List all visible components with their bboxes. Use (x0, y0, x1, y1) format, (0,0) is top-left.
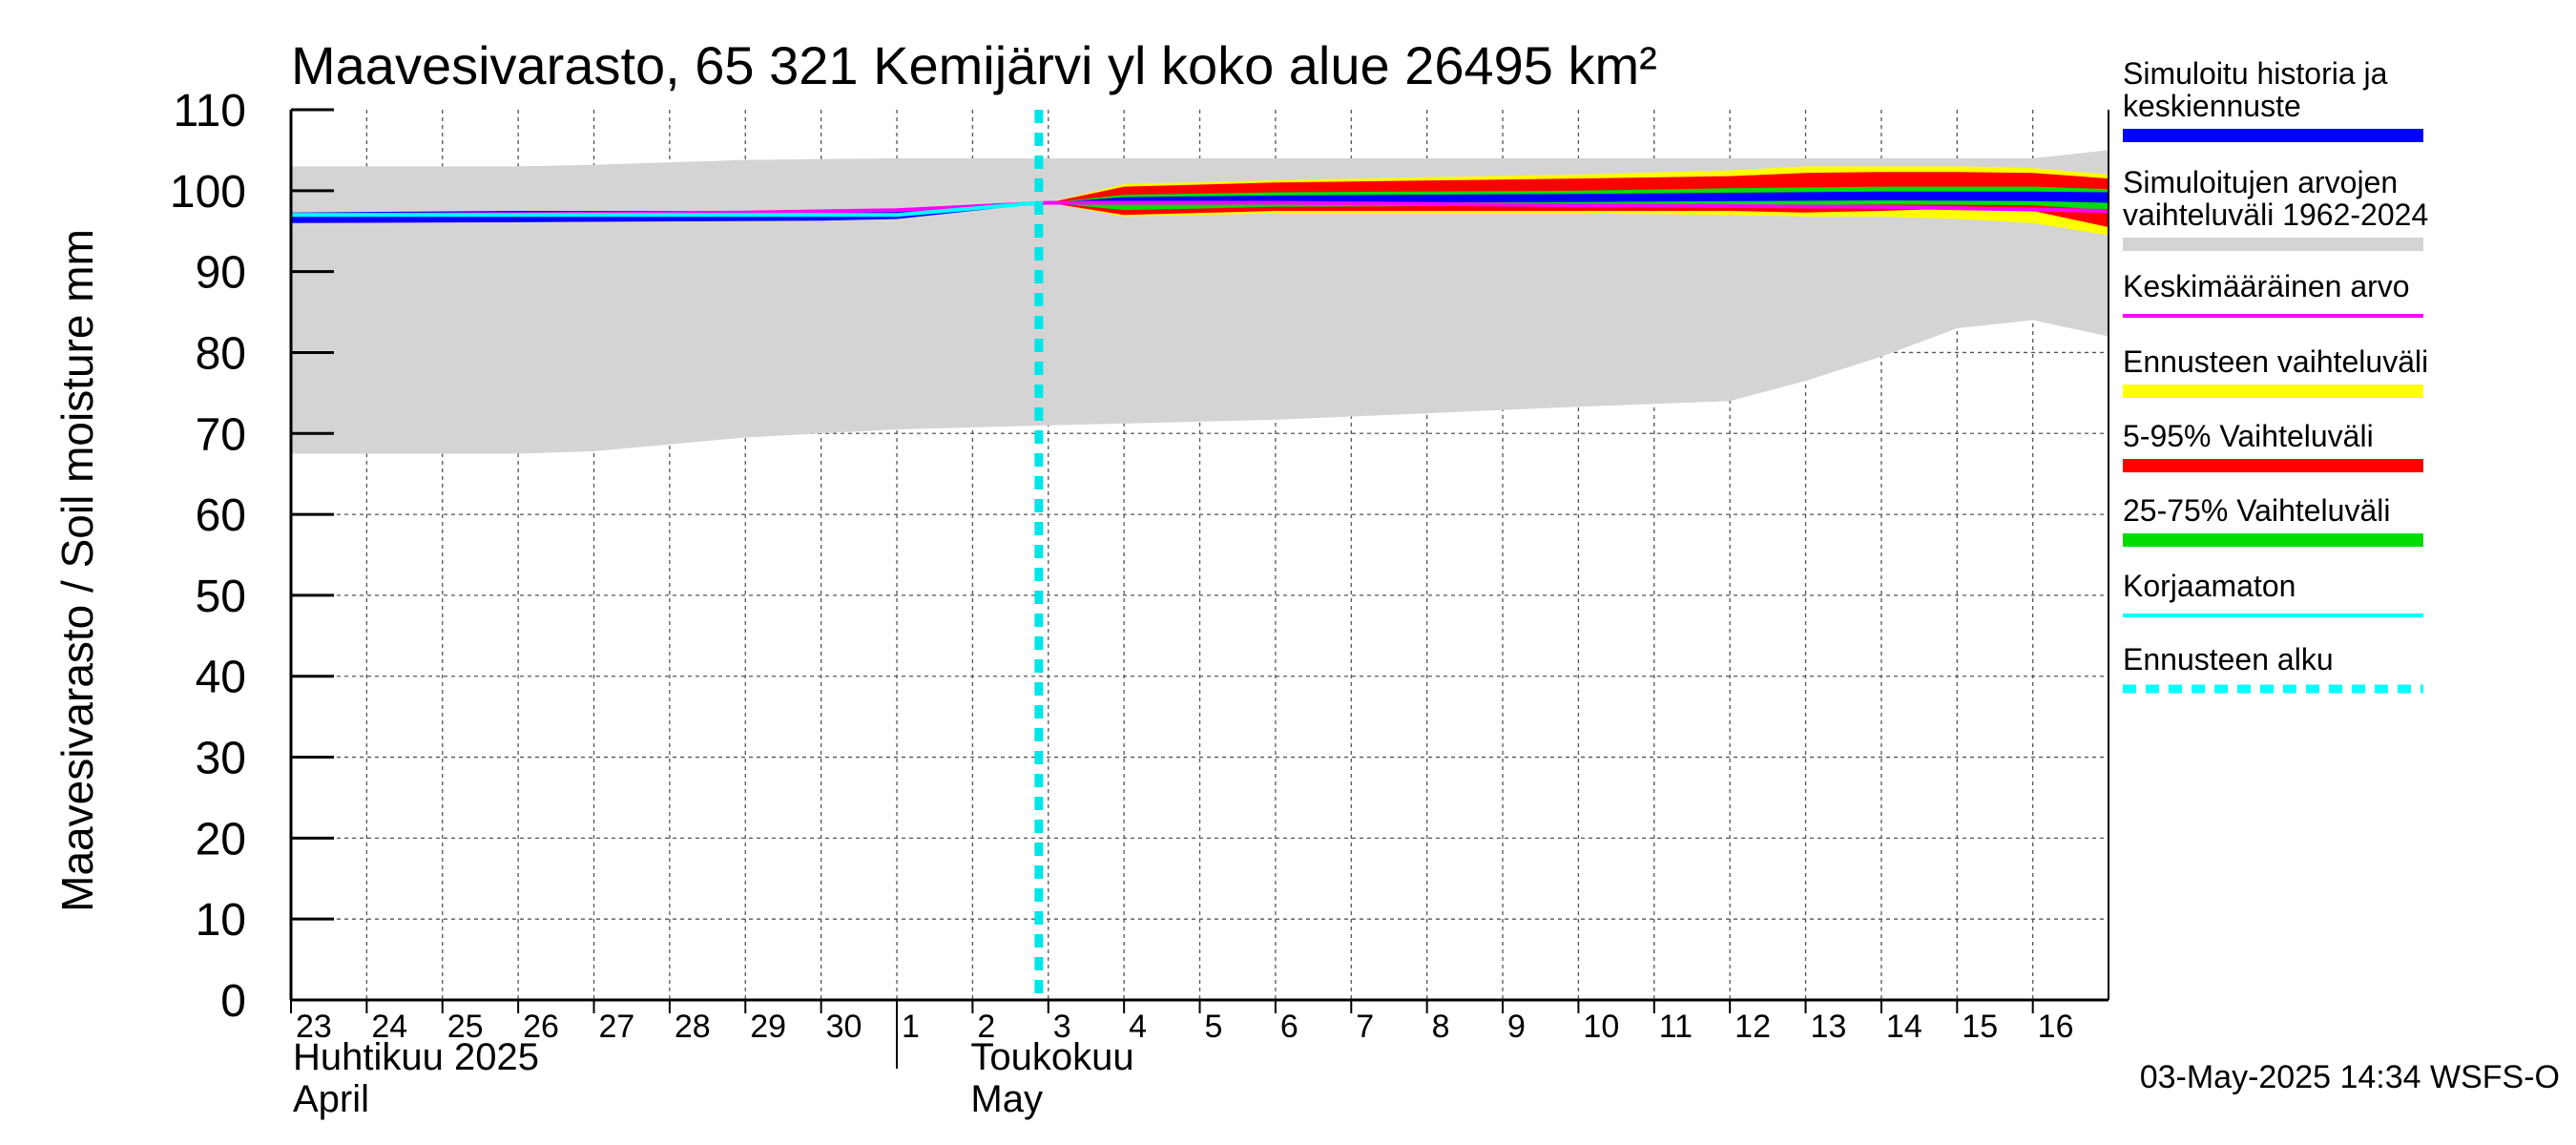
x-tick-label: 4 (1129, 1009, 1147, 1045)
month-label-en: April (293, 1078, 369, 1120)
x-tick-label: 25 (447, 1009, 484, 1045)
legend-label: Keskimääräinen arvo (2123, 269, 2410, 303)
y-tick-label: 90 (196, 248, 246, 299)
x-tick-label: 15 (1962, 1009, 1998, 1045)
month-label-en: May (970, 1078, 1043, 1120)
chart-title: Maavesivarasto, 65 321 Kemijärvi yl koko… (291, 35, 1657, 95)
x-tick-label: 28 (675, 1009, 711, 1045)
x-tick-label: 26 (523, 1009, 559, 1045)
x-tick-label: 24 (371, 1009, 407, 1045)
legend-label: 25-75% Vaihteluväli (2123, 493, 2390, 528)
x-tick-label: 12 (1735, 1009, 1771, 1045)
month-label-fi: Huhtikuu 2025 (293, 1036, 539, 1078)
legend-item: Keskimääräinen arvo (2123, 269, 2423, 318)
band-simuloitujen-arvojen-vaihteluv-li-1962-2024 (291, 150, 2109, 454)
y-tick-label: 70 (196, 409, 246, 460)
month-label-fi: Toukokuu (970, 1036, 1133, 1078)
x-tick-label: 29 (750, 1009, 786, 1045)
x-tick-label: 9 (1507, 1009, 1526, 1045)
legend-label: keskiennuste (2123, 89, 2301, 123)
x-tick-label: 11 (1659, 1009, 1693, 1045)
x-tick-label: 23 (296, 1009, 332, 1045)
legend-item: Korjaamaton (2123, 569, 2423, 617)
legend-label: 5-95% Vaihteluväli (2123, 419, 2374, 453)
y-tick-label: 60 (196, 490, 246, 541)
legend: Simuloitu historia jakeskiennusteSimuloi… (2123, 56, 2428, 694)
legend-label: Korjaamaton (2123, 569, 2296, 603)
x-tick-label: 3 (1053, 1009, 1071, 1045)
y-tick-label: 100 (170, 167, 246, 218)
y-tick-label: 50 (196, 572, 246, 622)
x-tick-label: 6 (1280, 1009, 1298, 1045)
x-tick-label: 1 (902, 1009, 920, 1045)
legend-label: Ennusteen vaihteluväli (2123, 344, 2428, 379)
y-tick-label: 40 (196, 653, 246, 703)
x-tick-label: 2 (977, 1009, 995, 1045)
legend-label: vaihteluväli 1962-2024 (2123, 198, 2428, 232)
x-tick-label: 10 (1583, 1009, 1619, 1045)
x-tick-label: 7 (1356, 1009, 1374, 1045)
x-tick-label: 5 (1205, 1009, 1223, 1045)
legend-item: 5-95% Vaihteluväli (2123, 419, 2423, 472)
legend-label: Simuloitujen arvojen (2123, 165, 2398, 199)
y-tick-label: 20 (196, 814, 246, 864)
y-axis-label: Maavesivarasto / Soil moisture mm (52, 229, 102, 912)
line-korjaamaton (291, 200, 1040, 218)
x-tick-label: 27 (599, 1009, 635, 1045)
x-tick-label: 8 (1432, 1009, 1450, 1045)
y-tick-label: 0 (220, 976, 246, 1027)
x-tick-label: 14 (1886, 1009, 1922, 1045)
x-tick-label: 16 (2038, 1009, 2074, 1045)
plot-area (290, 110, 2109, 1000)
legend-label: Simuloitu historia ja (2123, 56, 2388, 91)
y-tick-label: 80 (196, 328, 246, 379)
y-tick-label: 110 (173, 86, 246, 136)
timestamp-label: 03-May-2025 14:34 WSFS-O (2140, 1059, 2560, 1095)
x-tick-label: 13 (1811, 1009, 1847, 1045)
legend-item: Ennusteen vaihteluväli (2123, 344, 2428, 398)
y-tick-label: 10 (196, 895, 246, 946)
legend-label: Ennusteen alku (2123, 642, 2334, 677)
legend-item: Ennusteen alku (2123, 642, 2423, 694)
legend-item: 25-75% Vaihteluväli (2123, 493, 2423, 547)
y-tick-label: 30 (196, 734, 246, 784)
x-tick-label: 30 (826, 1009, 862, 1045)
